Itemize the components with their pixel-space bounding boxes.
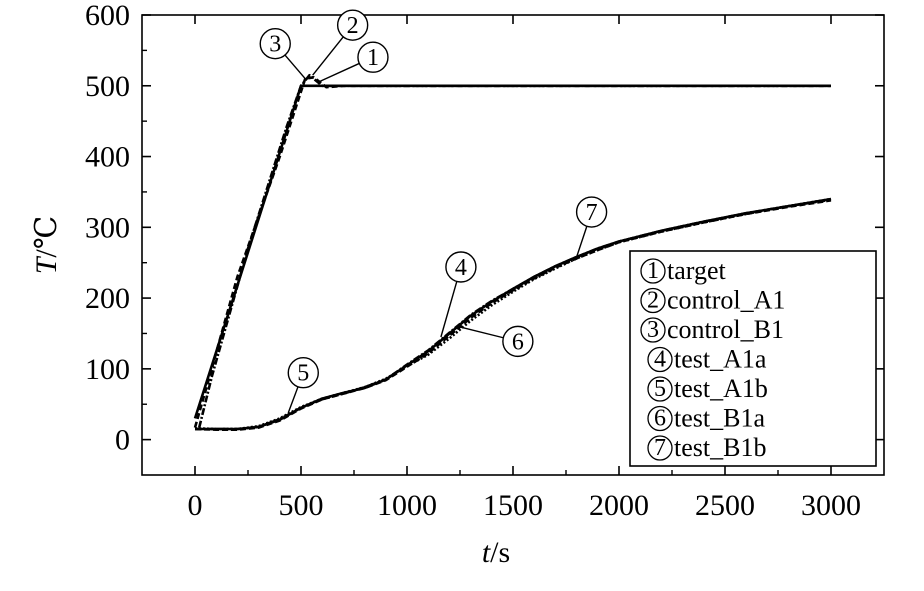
- annotation-leader: [287, 386, 299, 413]
- series-line-test-b1b: [195, 198, 832, 431]
- legend-marker-circle: [640, 258, 666, 284]
- annotation-leader: [440, 281, 458, 338]
- legend-label: test_A1b: [674, 374, 768, 403]
- y-axis-unit: /℃: [30, 216, 63, 258]
- annotation-leader: [312, 36, 344, 76]
- x-tick-label: 2500: [695, 489, 755, 522]
- legend-marker-number: 1: [647, 258, 659, 284]
- legend-label: control_B1: [667, 315, 784, 344]
- legend-box: [629, 250, 877, 467]
- legend-marker-number: 4: [654, 347, 666, 373]
- legend-marker-circle: [640, 287, 666, 314]
- annotation-number: 1: [367, 45, 379, 71]
- x-tick-label: 1500: [483, 489, 543, 522]
- series-lines: [193, 73, 832, 432]
- annotation-number: 6: [512, 329, 524, 355]
- legend-marker-number: 3: [647, 317, 659, 343]
- x-axis-label: t/s: [482, 536, 510, 569]
- series-line-control-b1: [197, 73, 831, 428]
- annotation-leader: [317, 62, 360, 83]
- legend-label: control_A1: [667, 286, 785, 315]
- annotation-number: 2: [347, 13, 359, 39]
- legend-label: test_B1a: [674, 404, 765, 433]
- y-tick-label: 500: [85, 70, 130, 103]
- annotation-circle: [357, 41, 389, 73]
- y-tick-label: 400: [85, 141, 130, 174]
- annotation-number: 7: [586, 200, 598, 226]
- x-tick-label: 0: [188, 489, 203, 522]
- y-axis-label: T/℃: [30, 216, 63, 275]
- y-tick-label: 300: [85, 211, 130, 244]
- y-axis-var: T: [30, 255, 63, 274]
- x-tick-label: 3000: [801, 489, 861, 522]
- legend-marker-circle: [647, 435, 673, 461]
- annotation-leader: [284, 54, 306, 80]
- annotation-leader: [575, 226, 588, 258]
- legend-marker-number: 7: [654, 435, 666, 461]
- x-axis-var: t: [482, 536, 491, 569]
- x-tick-label: 2000: [589, 489, 649, 522]
- annotation-circle: [336, 9, 369, 41]
- legend-marker-circle: [640, 317, 666, 343]
- axis-ticks: 0 500 1000 1500 2000 2500 3000 0 100 200 300 400 500…: [85, 0, 884, 522]
- annotation-circle: [502, 325, 534, 358]
- legend-marker-circle: [647, 405, 673, 432]
- annotation-circle: [287, 357, 319, 389]
- y-tick-label: 600: [85, 0, 130, 32]
- legend-label: target: [667, 256, 726, 285]
- legend-label: test_B1b: [674, 433, 766, 462]
- legend-marker-circle: [647, 376, 673, 402]
- annotation-circle: [445, 251, 477, 283]
- annotation-number: 3: [269, 32, 281, 58]
- annotation-leader: [457, 325, 504, 339]
- legend-marker-number: 2: [647, 288, 659, 314]
- legend-label: test_A1a: [674, 345, 767, 374]
- y-tick-label: 100: [85, 353, 130, 386]
- y-tick-label: 0: [115, 424, 130, 457]
- annotation-circle: [575, 196, 608, 228]
- annotation-number: 5: [297, 361, 309, 387]
- legend-marker-circle: [647, 346, 673, 373]
- legend-marker-number: 5: [654, 376, 666, 402]
- annotation-number: 4: [455, 255, 467, 281]
- x-tick-label: 500: [279, 489, 324, 522]
- y-tick-label: 200: [85, 282, 130, 315]
- x-tick-label: 1000: [377, 489, 437, 522]
- legend-marker-number: 6: [654, 406, 666, 432]
- annotation-circle: [259, 27, 291, 60]
- marker-annotations: 12 3 4 5 6 7: [259, 9, 608, 413]
- x-axis-unit: /s: [490, 536, 510, 569]
